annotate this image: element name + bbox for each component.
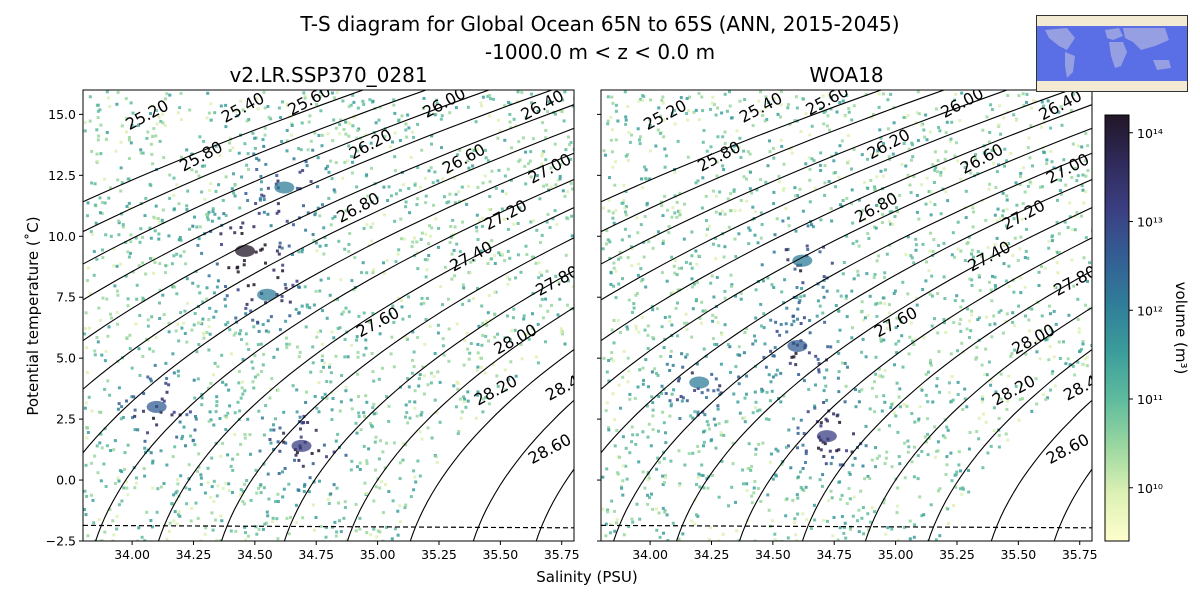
colorbar-tick-label: 10¹¹ — [1137, 392, 1163, 407]
y-tick-label: 10.0 — [48, 229, 76, 244]
x-tick-label: 35.50 — [482, 547, 518, 562]
volume-hotspot — [291, 439, 312, 452]
x-tick-label: 35.25 — [939, 547, 975, 562]
y-tick-label: 7.5 — [56, 290, 76, 305]
region-map-inset — [1036, 15, 1188, 92]
y-tick-label: 15.0 — [48, 107, 76, 122]
x-tick-label: 35.00 — [878, 547, 914, 562]
y-tick-label: 12.5 — [48, 168, 76, 183]
volume-hotspot — [274, 181, 295, 194]
world-map — [1037, 16, 1187, 91]
isopycnal-line — [864, 306, 1092, 541]
isopycnal-line — [220, 237, 574, 541]
volume-hotspot — [792, 254, 813, 267]
volume-hotspot — [787, 339, 808, 352]
isopycnal-line — [613, 178, 1092, 541]
colorbar-tick-label: 10¹² — [1137, 303, 1163, 318]
x-tick-label: 34.00 — [114, 547, 150, 562]
axes-frame — [600, 89, 1093, 542]
volume-hotspot — [146, 400, 167, 413]
y-tick-label: 2.5 — [56, 412, 76, 427]
isopycnal-line — [83, 104, 574, 342]
colorbar-tick-label: 10¹⁰ — [1137, 481, 1163, 496]
x-tick-label: 35.75 — [544, 547, 580, 562]
isopycnal-line — [675, 206, 1092, 541]
y-tick-label: 5.0 — [56, 351, 76, 366]
x-tick-label: 34.50 — [237, 547, 273, 562]
density-contours — [83, 90, 574, 541]
x-tick-label: 34.50 — [755, 547, 791, 562]
colorbar-label: volume (m³) — [1172, 282, 1190, 375]
colorbar-tick-label: 10¹⁴ — [1137, 126, 1163, 141]
x-tick-label: 34.75 — [816, 547, 852, 562]
isopycnal-line — [601, 152, 1092, 454]
density-contours — [601, 90, 1092, 541]
isopycnal-line — [157, 206, 574, 541]
y-axis-label: Potential temperature (˚C) — [24, 216, 42, 415]
isopycnal-line — [83, 90, 491, 265]
volume-hotspot — [816, 430, 837, 443]
isopycnal-line — [927, 348, 1092, 541]
y-tick-label: −2.5 — [46, 534, 76, 549]
x-tick-label: 34.75 — [298, 547, 334, 562]
x-tick-label: 34.25 — [694, 547, 730, 562]
isopycnal-line — [83, 152, 574, 454]
y-tick-label: 0.0 — [56, 473, 76, 488]
x-axis-label: Salinity (PSU) — [536, 568, 638, 586]
isopycnal-line — [990, 399, 1092, 541]
isopycnal-line — [346, 306, 574, 541]
isopycnal-line — [601, 127, 1092, 390]
isopycnal-line — [601, 104, 1092, 342]
isopycnal-line — [601, 90, 1072, 301]
x-tick-label: 35.00 — [360, 547, 396, 562]
axes-frame — [82, 89, 575, 542]
volume-hotspot — [257, 288, 278, 301]
isopycnal-line — [601, 90, 1009, 265]
ts-panel-2: 25.20 25.40 25.6025.8026.0026.2026.4026.60… — [597, 63, 1098, 562]
figure-subtitle: -1000.0 m < z < 0.0 m — [484, 40, 716, 64]
volume-distribution — [601, 90, 1092, 541]
colorbar: 10¹⁰ 10¹¹ 10¹² 10¹³ 10¹⁴ — [1104, 114, 1163, 542]
freezing-line — [601, 524, 1092, 529]
ts-panel-1: 25.20 25.40 25.6025.8026.0026.2026.4026.60… — [46, 63, 580, 562]
x-tick-label: 34.25 — [176, 547, 212, 562]
isopycnal-line — [83, 127, 574, 390]
volume-hotspot — [689, 376, 710, 389]
panel-title: WOA18 — [809, 63, 883, 87]
isopycnal-line — [801, 270, 1092, 541]
colorbar-tick-label: 10¹³ — [1137, 215, 1163, 230]
isopycnal-line — [601, 90, 883, 203]
isopycnal-line — [472, 399, 574, 541]
freezing-line — [83, 524, 574, 529]
isopycnal-line — [738, 237, 1092, 541]
isopycnal-line — [83, 90, 428, 233]
isopycnal-line — [409, 348, 574, 541]
panel-title: v2.LR.SSP370_0281 — [229, 63, 427, 87]
isopycnal-line — [601, 90, 946, 233]
x-tick-label: 35.50 — [1000, 547, 1036, 562]
isopycnal-line — [283, 270, 574, 541]
volume-distribution — [83, 90, 574, 541]
figure-title: T-S diagram for Global Ocean 65N to 65S … — [300, 12, 900, 36]
x-tick-label: 35.25 — [421, 547, 457, 562]
volume-hotspot — [235, 244, 256, 257]
x-tick-label: 35.75 — [1062, 547, 1098, 562]
isopycnal-line — [83, 90, 554, 301]
colorbar-gradient — [1104, 114, 1130, 542]
isopycnal-line — [95, 178, 574, 541]
isopycnal-line — [83, 90, 365, 203]
x-tick-label: 34.00 — [632, 547, 668, 562]
